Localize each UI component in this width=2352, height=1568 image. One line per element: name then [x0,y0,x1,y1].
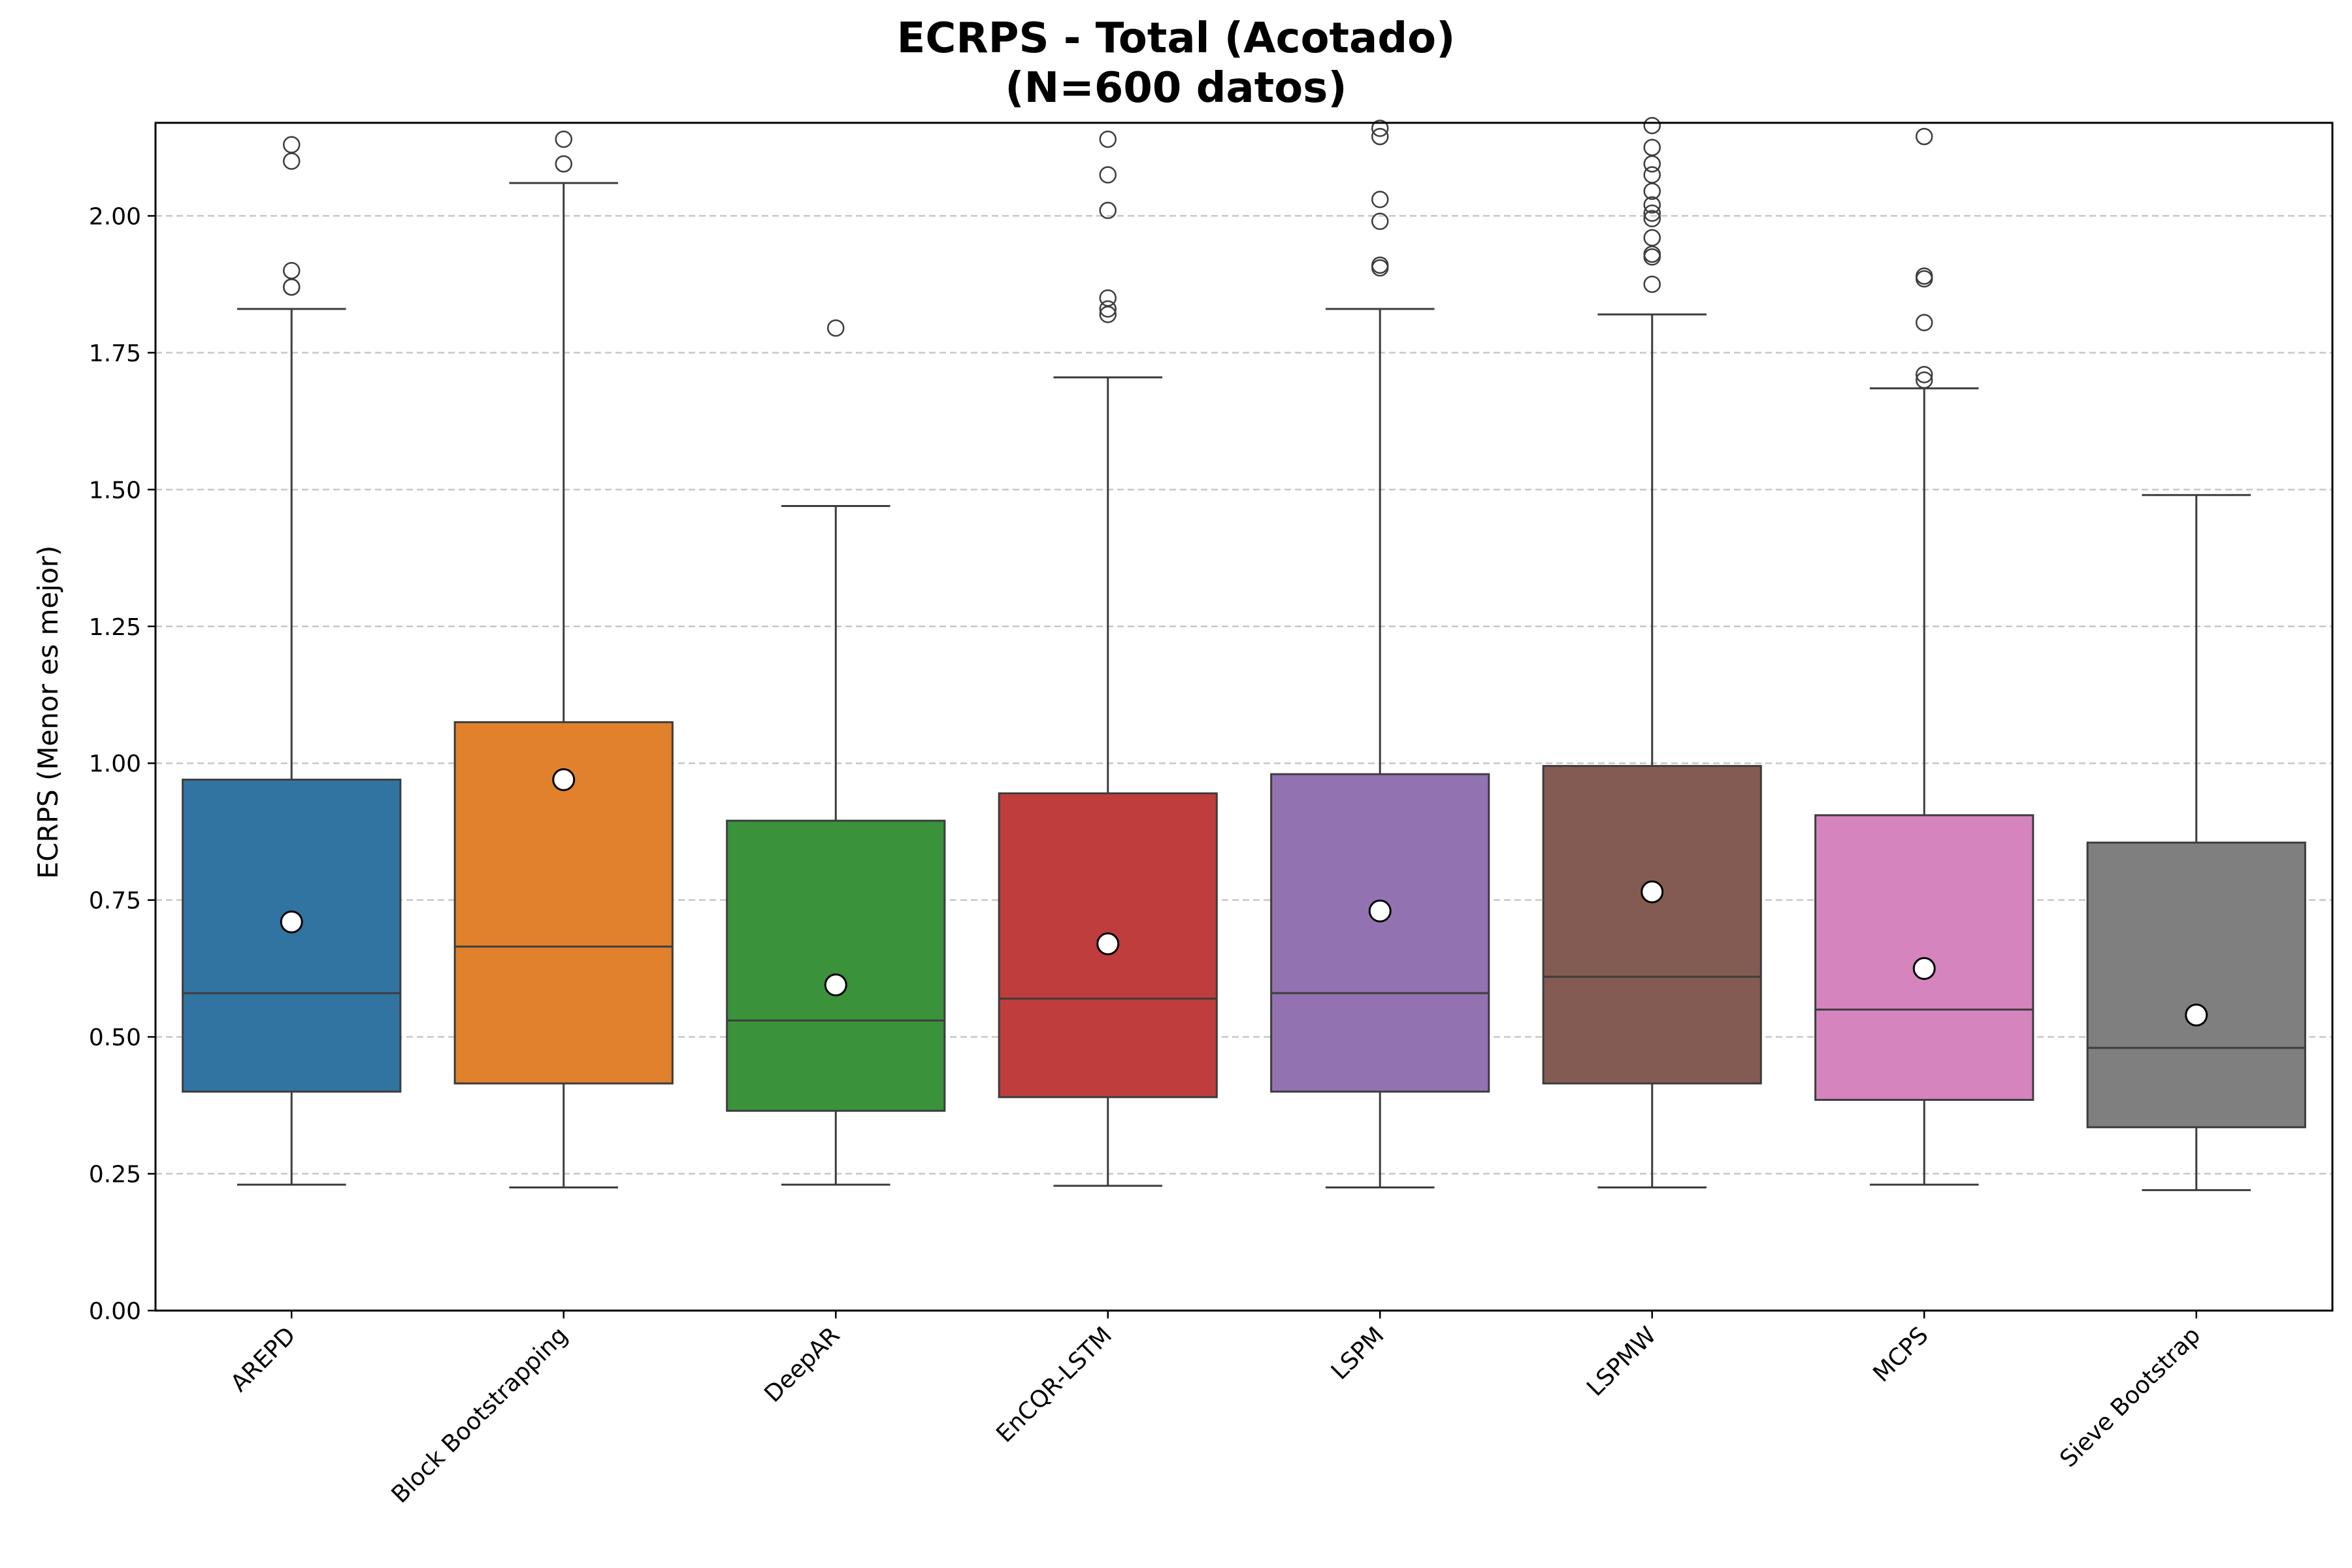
box-7 [2086,841,2306,1128]
mean-marker-1 [552,768,576,791]
outlier-0-1 [283,278,301,296]
y-tick-label-7: 1.75 [89,340,141,367]
outlier-5-0 [1643,275,1661,293]
outlier-5-8 [1643,166,1661,184]
y-tick-label-8: 2.00 [89,203,141,230]
outlier-5-9 [1643,155,1661,173]
outlier-2-0 [827,319,845,337]
outlier-5-5 [1643,204,1661,222]
box-group-6 [1814,127,2034,1186]
box-0 [182,778,402,1093]
y-tick-label-1: 0.25 [89,1162,141,1188]
outlier-3-4 [1099,166,1117,184]
box-group-0 [182,136,402,1186]
box-group-4 [1270,120,1490,1188]
outlier-4-4 [1371,127,1389,146]
outlier-6-1 [1916,366,1933,384]
outlier-0-2 [283,261,301,280]
box-group-5 [1542,116,1762,1188]
outlier-5-3 [1643,229,1661,247]
mean-marker-3 [1096,932,1120,956]
outlier-1-0 [555,155,572,173]
outlier-6-2 [1916,314,1933,332]
chart-title-line-2: (N=600 datos) [1005,64,1347,112]
x-tick-label-3: EnCQR-LSTM [991,1322,1117,1448]
box-4 [1270,773,1490,1093]
x-tick-label-5: LSPMW [1582,1322,1661,1401]
outlier-5-10 [1643,139,1661,156]
box-group-2 [726,319,946,1186]
mean-marker-4 [1368,899,1392,923]
outlier-4-1 [1371,256,1389,274]
mean-marker-7 [2185,1004,2208,1027]
outlier-5-6 [1643,196,1661,214]
x-tick-label-6: MCPS [1868,1322,1933,1387]
outlier-0-4 [283,136,301,154]
box-group-3 [998,130,1218,1187]
y-tick-label-4: 1.00 [89,751,141,777]
x-tick-label-0: AREPD [225,1322,301,1397]
mean-marker-5 [1641,880,1664,904]
y-tick-label-3: 0.75 [89,888,141,915]
mean-marker-6 [1912,956,1936,980]
outlier-3-1 [1099,300,1117,318]
x-tick-label-7: Sieve Bootstrap [2055,1322,2206,1473]
mean-marker-2 [824,973,847,997]
mean-marker-0 [280,910,303,934]
box-2 [726,819,946,1112]
y-tick-label-5: 1.25 [89,614,141,641]
outlier-3-2 [1099,289,1117,307]
x-tick-label-1: Block Bootstrapping [387,1322,574,1509]
plot-frame [154,122,2334,1312]
outlier-4-2 [1371,212,1389,231]
box-5 [1542,764,1762,1085]
box-group-1 [453,130,674,1188]
x-tick-label-4: LSPM [1326,1322,1390,1385]
outlier-6-4 [1916,267,1933,285]
outlier-6-5 [1916,127,1933,146]
y-axis-label: ECRPS (Menor es mejor) [32,546,64,879]
y-tick-label-2: 0.50 [89,1024,141,1051]
outlier-3-5 [1099,130,1117,148]
outlier-4-3 [1371,191,1389,208]
outlier-5-11 [1643,116,1661,135]
y-tick-label-0: 0.00 [89,1298,141,1325]
x-tick-label-2: DeepAR [759,1322,845,1407]
outlier-3-3 [1099,201,1117,220]
y-tick-label-6: 1.50 [89,477,141,504]
outlier-1-1 [555,130,572,148]
boxes-layer [182,116,2306,1192]
chart-title-line-1: ECRPS - Total (Acotado) [896,14,1456,63]
box-group-7 [2086,494,2306,1192]
outlier-0-3 [283,152,301,170]
outlier-4-5 [1371,120,1389,137]
outlier-6-0 [1916,371,1933,389]
outlier-5-4 [1643,210,1661,227]
